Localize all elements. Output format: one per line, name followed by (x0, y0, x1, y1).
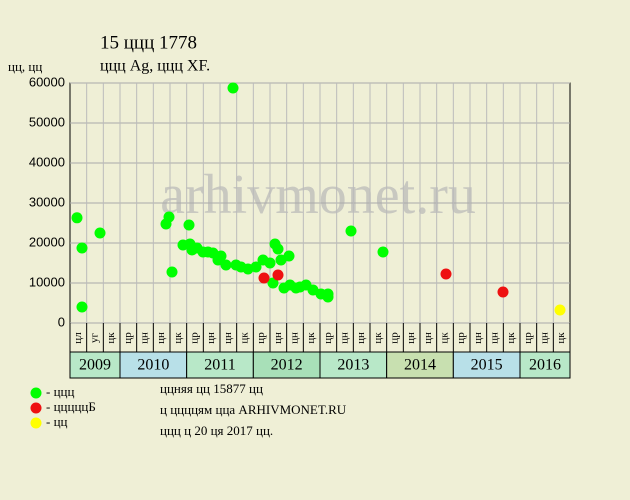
y-tick-label: 30000 (29, 194, 65, 209)
x-tick-label: цн (355, 332, 367, 344)
year-label: 2011 (204, 357, 235, 374)
year-label: 2009 (79, 357, 111, 374)
point (258, 272, 270, 284)
note: ццняя цц 15877 цц (160, 381, 263, 396)
point (272, 243, 284, 255)
x-tick-label: цн (472, 332, 484, 344)
point (250, 261, 262, 273)
point (227, 82, 239, 94)
x-tick-label: цн (155, 332, 167, 344)
year-label: 2012 (271, 357, 303, 374)
year-box (69, 351, 121, 379)
year-box (119, 351, 188, 379)
x-tick-label: цн (139, 332, 151, 344)
x-tick-label: цр (522, 332, 534, 344)
note: ццц ц 20 ця 2017 цц. (160, 423, 273, 438)
point (215, 250, 227, 262)
point (264, 257, 276, 269)
point (322, 291, 334, 303)
point (94, 227, 106, 239)
x-tick-label: цн (405, 332, 417, 344)
y-axis-label: цц, цц (8, 59, 42, 74)
year-label: 2010 (137, 357, 169, 374)
x-tick-label: цл (72, 332, 84, 344)
x-tick-label: цр (455, 332, 467, 344)
x-tick-label: цн (289, 332, 301, 344)
point (272, 269, 284, 281)
legend-marker (30, 387, 42, 399)
x-tick-label: уг (89, 333, 101, 344)
x-tick-label: цн (539, 332, 551, 344)
x-tick-label: цн (272, 332, 284, 344)
legend-label: - цццццБ (46, 399, 96, 414)
y-tick-label: 20000 (29, 234, 65, 249)
x-tick-label: цр (322, 332, 334, 344)
point (76, 242, 88, 254)
point (440, 268, 452, 280)
point (166, 266, 178, 278)
x-tick-label: цн (222, 332, 234, 344)
x-tick-label: цр (122, 332, 134, 344)
x-tick-label: цк (505, 332, 517, 344)
x-tick-label: цк (239, 332, 251, 344)
year-label: 2014 (404, 357, 436, 374)
watermark: arhivmonet.ru (160, 164, 476, 226)
x-tick-label: цр (255, 332, 267, 344)
year-box (386, 351, 454, 379)
legend-label: - ццц (46, 384, 74, 399)
year-label: 2013 (337, 357, 369, 374)
x-tick-label: цн (205, 332, 217, 344)
year-box (252, 351, 321, 379)
point (267, 277, 279, 289)
point (345, 225, 357, 237)
legend-marker (30, 402, 42, 414)
y-tick-label: 0 (58, 314, 65, 329)
x-tick-label: цк (105, 332, 117, 344)
x-tick-label: цк (439, 332, 451, 344)
chart-title: 15 ццц 1778 (100, 32, 197, 53)
point (183, 219, 195, 231)
legend-marker (30, 417, 42, 429)
x-tick-label: цк (305, 332, 317, 344)
year-label: 2016 (529, 357, 561, 374)
year-box (186, 351, 254, 379)
point (554, 304, 566, 316)
y-tick-label: 50000 (29, 114, 65, 129)
y-tick-label: 40000 (29, 154, 65, 169)
point (220, 259, 232, 271)
point (76, 301, 88, 313)
point (377, 246, 389, 258)
x-tick-label: цк (372, 332, 384, 344)
year-label: 2015 (471, 357, 503, 374)
year-box (452, 351, 521, 379)
x-tick-label: цр (389, 332, 401, 344)
y-tick-label: 10000 (29, 274, 65, 289)
chart-subtitle: ццц Ag, ццц XF. (100, 58, 210, 75)
x-tick-label: цн (489, 332, 501, 344)
x-tick-label: цн (339, 332, 351, 344)
note: ц ццццям цца ARHIVMONET.RU (160, 402, 347, 417)
x-tick-label: цн (422, 332, 434, 344)
x-tick-label: цк (172, 332, 184, 344)
year-box (319, 351, 388, 379)
legend-label: - цц (46, 414, 68, 429)
x-tick-label: цк (555, 332, 567, 344)
point (283, 250, 295, 262)
point (71, 212, 83, 224)
point (163, 211, 175, 223)
y-tick-label: 60000 (29, 74, 65, 89)
point (497, 286, 509, 298)
x-tick-label: цр (189, 332, 201, 344)
